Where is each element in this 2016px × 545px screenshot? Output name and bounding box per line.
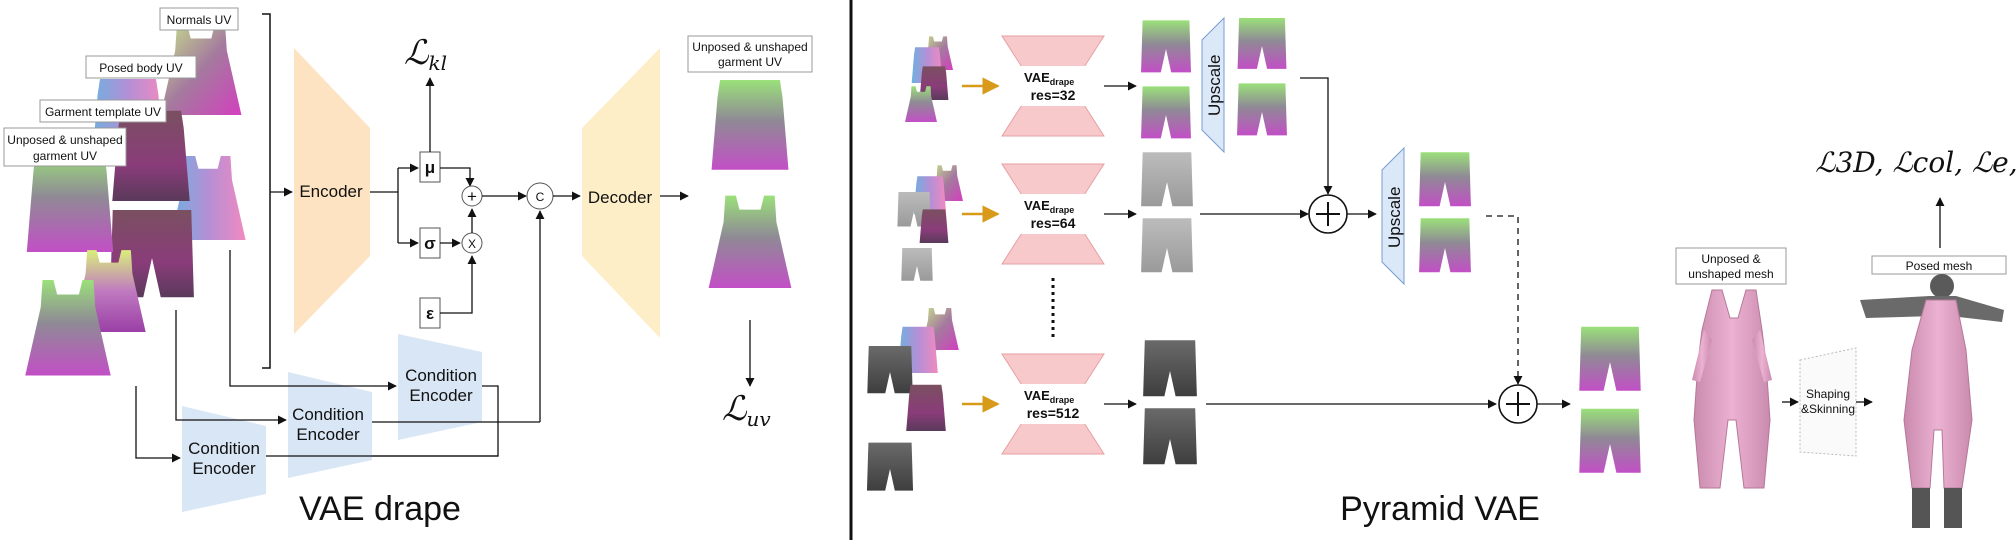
svg-text:Posed mesh: Posed mesh xyxy=(1906,259,1973,273)
upscaled-1a xyxy=(1237,18,1287,69)
label-garment-template-uv: Garment template UV xyxy=(39,99,167,123)
label-output-garment-uv: Unposed & unshaped garment UV xyxy=(687,35,813,73)
upscaled-2a xyxy=(1419,152,1471,207)
sum-node-2 xyxy=(1498,384,1538,424)
kl-loss: ℒkl xyxy=(404,33,447,75)
left-panel-title: VAE drape xyxy=(299,490,461,528)
svg-text:C: C xyxy=(536,190,545,204)
row2-output-2 xyxy=(1141,218,1193,273)
arrow-upscale1-to-sum1 xyxy=(1300,77,1333,195)
arrow-upscale2-to-sum2 xyxy=(1486,215,1523,385)
svg-text:Unposed &: Unposed & xyxy=(1701,252,1760,266)
vae-res512: VAEdrape res=512 xyxy=(1001,353,1105,455)
label-normals-uv: Normals UV xyxy=(159,7,239,31)
row1-output-1 xyxy=(1141,20,1191,73)
row3-output-2 xyxy=(1143,408,1197,465)
row1-output-2 xyxy=(1141,86,1191,139)
svg-text:Encoder: Encoder xyxy=(296,425,360,444)
svg-text:garment UV: garment UV xyxy=(718,55,782,69)
plus-node: + xyxy=(461,185,483,207)
svg-text:res=512: res=512 xyxy=(1027,405,1080,421)
encoder-label: Encoder xyxy=(299,182,363,201)
output-uv-image-1 xyxy=(711,80,789,170)
vae-res32: VAEdrape res=32 xyxy=(1001,35,1105,137)
label-posed-body-uv: Posed body UV xyxy=(85,55,197,79)
label-unposed-mesh: Unposed & unshaped mesh xyxy=(1675,247,1787,285)
left-panel: Normals UV Posed body UV Garment templat… xyxy=(3,7,813,528)
svg-text:Upscale: Upscale xyxy=(1205,55,1224,116)
row2-output-1 xyxy=(1141,152,1193,207)
row1-inputs xyxy=(905,36,954,122)
arrow-eps-to-times xyxy=(440,255,477,314)
arrow-template-to-cond1 xyxy=(135,386,181,463)
svg-text:X: X xyxy=(468,237,476,251)
svg-text:VAEdrape: VAEdrape xyxy=(1024,198,1074,215)
decoder-label: Decoder xyxy=(588,188,653,207)
row2-inputs xyxy=(897,165,963,281)
concat-node: C xyxy=(526,182,554,210)
posed-mesh-figure xyxy=(1860,274,2004,528)
upscaled-1b xyxy=(1237,83,1287,136)
label-unposed-garment-uv: Unposed & unshaped garment UV xyxy=(3,127,127,167)
svg-text:μ: μ xyxy=(425,158,435,177)
decoder-block: Decoder xyxy=(582,48,660,338)
input-bracket xyxy=(262,13,271,369)
svg-text:Condition: Condition xyxy=(188,439,260,458)
upscaled-2b xyxy=(1419,218,1471,273)
right-panel: VAEdrape res=32 Upscale VAEdrape res=64 xyxy=(866,16,2016,528)
svg-text:Garment template UV: Garment template UV xyxy=(45,105,161,119)
unposed-mesh-figure xyxy=(1692,289,1772,489)
output-uv-image-2 xyxy=(708,195,792,288)
svg-text:VAEdrape: VAEdrape xyxy=(1024,70,1074,87)
condition-encoder-3: Condition Encoder xyxy=(398,334,482,440)
upscale-1: Upscale xyxy=(1201,16,1225,154)
svg-text:Shaping: Shaping xyxy=(1806,387,1850,401)
svg-text:VAEdrape: VAEdrape xyxy=(1024,388,1074,405)
svg-text:Upscale: Upscale xyxy=(1385,187,1404,248)
condition-encoder-2: Condition Encoder xyxy=(288,372,372,478)
vae-res64: VAEdrape res=64 xyxy=(1001,163,1105,265)
times-node: X xyxy=(461,232,483,254)
svg-text:Normals UV: Normals UV xyxy=(167,13,232,27)
svg-text:+: + xyxy=(467,187,477,206)
sum-node-1 xyxy=(1308,194,1348,234)
final-losses: ℒ3D, ℒcol, ℒe, ℒn xyxy=(1815,146,2016,179)
svg-text:Encoder: Encoder xyxy=(409,386,473,405)
svg-text:unshaped mesh: unshaped mesh xyxy=(1688,267,1773,281)
label-posed-mesh: Posed mesh xyxy=(1871,255,2007,275)
svg-text:ε: ε xyxy=(426,304,434,323)
sigma-box: σ xyxy=(419,227,441,259)
svg-text:Condition: Condition xyxy=(292,405,364,424)
svg-text:Unposed & unshaped: Unposed & unshaped xyxy=(7,133,122,147)
final-uv-2 xyxy=(1579,408,1641,473)
uv-loss: ℒuv xyxy=(722,389,771,431)
encoder-block: Encoder xyxy=(294,48,370,334)
final-uv-1 xyxy=(1579,326,1641,391)
svg-text:σ: σ xyxy=(424,234,436,253)
arrow-mu-to-plus xyxy=(440,167,475,187)
upscale-2: Upscale xyxy=(1381,146,1405,286)
row3-output-1 xyxy=(1143,340,1197,397)
arrow-posed-to-cond2 xyxy=(175,310,287,425)
svg-text:res=32: res=32 xyxy=(1031,87,1076,103)
svg-text:Posed body UV: Posed body UV xyxy=(99,61,182,75)
svg-text:garment UV: garment UV xyxy=(33,149,97,163)
shaping-skinning-box: Shaping &Skinning xyxy=(1799,347,1857,457)
mu-box: μ xyxy=(419,151,441,183)
svg-text:Unposed & unshaped: Unposed & unshaped xyxy=(692,40,807,54)
svg-text:res=64: res=64 xyxy=(1031,215,1076,231)
svg-text:Encoder: Encoder xyxy=(192,459,256,478)
row3-inputs xyxy=(866,308,959,491)
condition-encoder-1: Condition Encoder xyxy=(182,406,266,512)
right-panel-title: Pyramid VAE xyxy=(1340,490,1540,528)
svg-text:&Skinning: &Skinning xyxy=(1801,402,1855,416)
svg-text:Condition: Condition xyxy=(405,366,477,385)
arrow-normals-to-cond3 xyxy=(229,250,397,391)
epsilon-box: ε xyxy=(419,297,441,329)
